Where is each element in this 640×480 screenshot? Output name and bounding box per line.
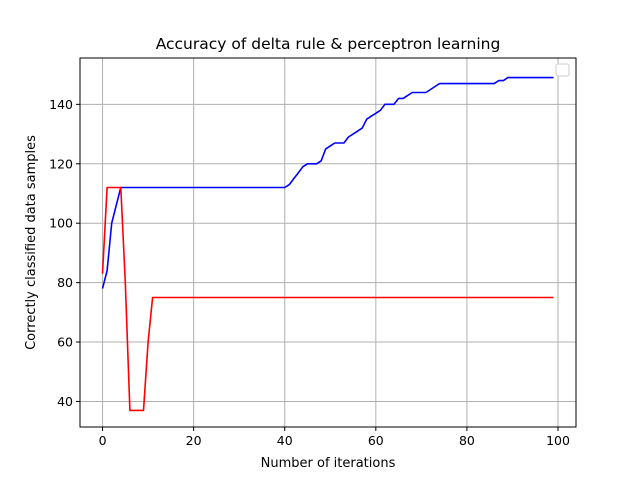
axes-frame: [79, 57, 577, 428]
y-tick-label: 40: [57, 394, 73, 409]
series-group: [101, 76, 554, 412]
grid-lines: [80, 58, 576, 427]
series-line-2: [101, 186, 554, 412]
x-tick-label: 100: [546, 433, 570, 448]
x-axis-label: Number of iterations: [261, 456, 396, 471]
y-tick-label: 100: [49, 216, 73, 231]
axis-ticks: 0 20 40 60 80 100 40 60 80 100 120 140: [49, 97, 570, 448]
y-tick-label: 140: [49, 97, 73, 112]
y-tick-label: 60: [57, 335, 73, 350]
legend-box: [555, 63, 570, 77]
chart-title: Accuracy of delta rule & perceptron lear…: [156, 35, 501, 53]
x-tick-label: 0: [99, 433, 107, 448]
x-tick-label: 20: [186, 433, 202, 448]
x-tick-label: 40: [277, 433, 293, 448]
series-line-1: [101, 76, 554, 289]
y-tick-label: 120: [49, 156, 73, 171]
x-tick-label: 80: [459, 433, 475, 448]
y-axis-label: Correctly classified data samples: [24, 135, 39, 350]
x-tick-label: 60: [368, 433, 384, 448]
y-tick-label: 80: [57, 275, 73, 290]
